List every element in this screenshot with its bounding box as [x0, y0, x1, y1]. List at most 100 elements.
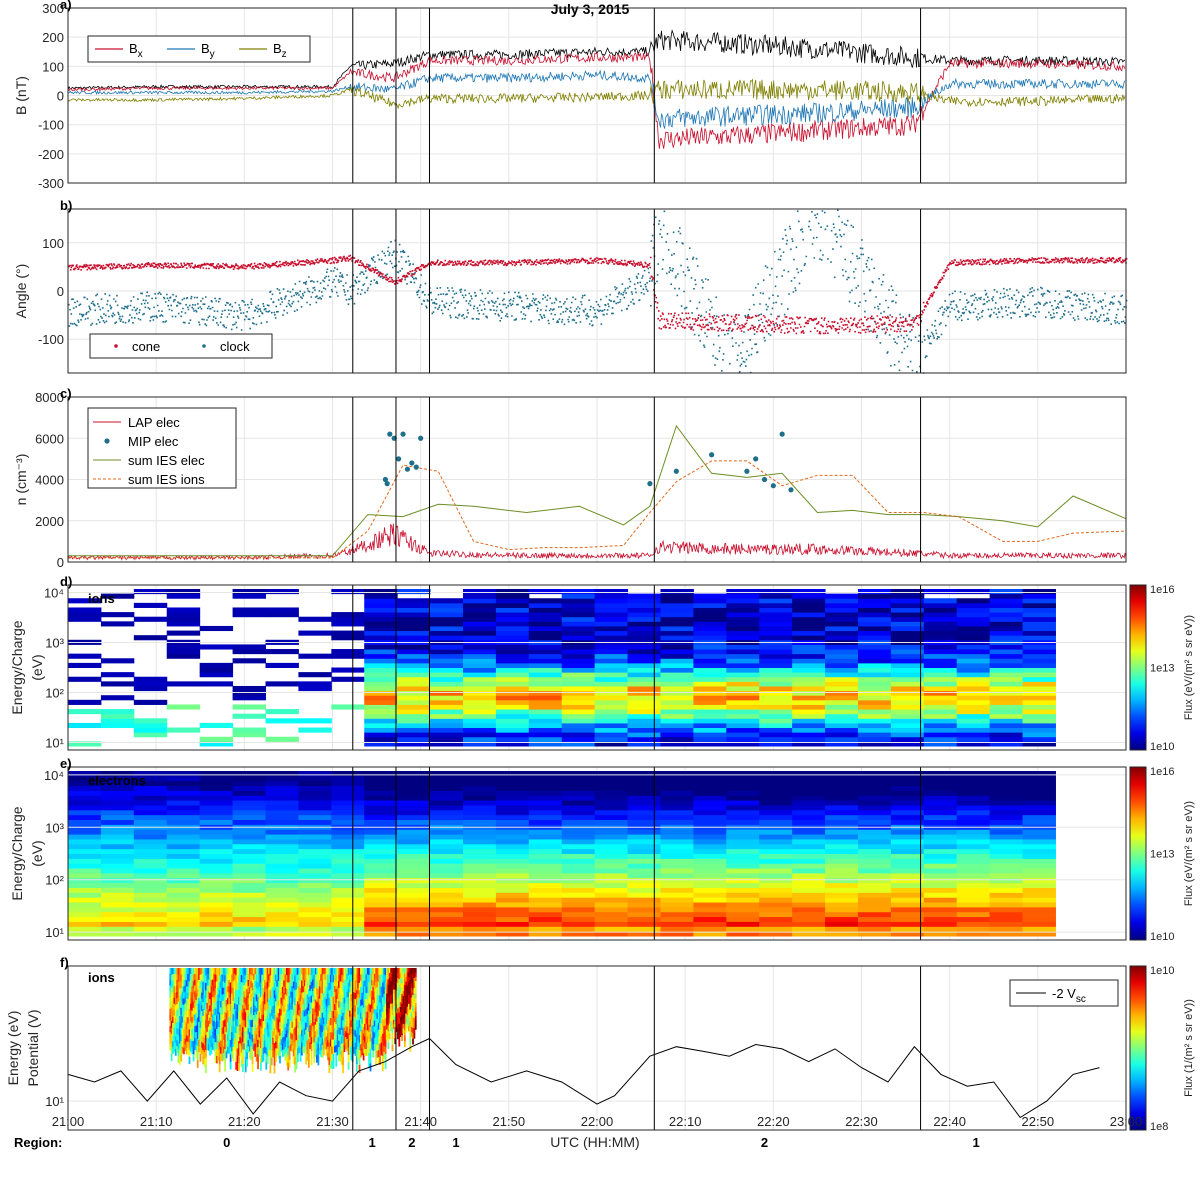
- heatmap-cell: [232, 906, 266, 913]
- heatmap-cell: [412, 978, 414, 985]
- heatmap-cell: [247, 1034, 250, 1041]
- heatmap-cell: [561, 887, 596, 893]
- heatmap-cell: [344, 1025, 347, 1032]
- heatmap-cell: [792, 819, 826, 825]
- heatmap-cell: [357, 1007, 360, 1015]
- heatmap-cell: [394, 1000, 397, 1007]
- heatmap-cell: [693, 877, 727, 884]
- heatmap-cell: [291, 1033, 294, 1041]
- heatmap-cell: [232, 877, 266, 884]
- heatmap-cell: [401, 999, 403, 1005]
- heatmap-cell: [343, 1033, 346, 1041]
- heatmap-cell: [403, 996, 406, 1003]
- heatmap-cell: [239, 1018, 242, 1026]
- heatmap-cell: [195, 1012, 198, 1020]
- heatmap-cell: [216, 1049, 218, 1057]
- panel-label: e): [60, 756, 72, 771]
- heatmap-cell: [401, 1030, 403, 1036]
- heatmap-cell: [200, 1041, 203, 1049]
- heatmap-cell: [226, 1046, 229, 1054]
- heatmap-cell: [366, 1005, 369, 1013]
- heatmap-cell: [561, 593, 596, 599]
- heatmap-cell: [248, 974, 251, 982]
- heatmap-cell: [174, 1005, 177, 1013]
- heatmap-cell: [277, 974, 280, 982]
- heatmap-cell: [357, 968, 360, 976]
- heatmap-cell: [180, 1021, 183, 1029]
- heatmap-cell: [239, 1043, 242, 1051]
- heatmap-cell: [726, 877, 760, 884]
- heatmap-cell: [318, 974, 321, 981]
- heatmap-cell: [229, 996, 232, 1005]
- heatmap-cell: [310, 981, 313, 990]
- heatmap-cell: [923, 589, 958, 595]
- heatmap-cell: [203, 996, 206, 1004]
- heatmap-cell: [228, 998, 231, 1006]
- heatmap-cell: [276, 1011, 279, 1019]
- heatmap-cell: [693, 630, 727, 636]
- heatmap-cell: [288, 1038, 291, 1047]
- heatmap-cell: [133, 732, 168, 738]
- heatmap-cell: [336, 1036, 339, 1044]
- heatmap-cell: [528, 602, 563, 608]
- heatmap-cell: [594, 834, 629, 840]
- heatmap-cell: [174, 992, 177, 1000]
- heatmap-cell: [224, 982, 227, 991]
- heatmap-cell: [298, 804, 332, 811]
- heatmap-cell: [528, 681, 563, 687]
- heatmap-cell: [627, 872, 661, 879]
- heatmap-cell: [660, 644, 694, 650]
- heatmap-cell: [660, 690, 694, 696]
- heatmap-cell: [166, 906, 201, 913]
- heatmap-cell: [792, 630, 826, 636]
- heatmap-cell: [660, 630, 694, 636]
- heatmap-cell: [627, 809, 661, 816]
- heatmap-cell: [358, 1035, 361, 1044]
- heatmap-cell: [331, 975, 333, 983]
- heatmap-cell: [354, 1005, 357, 1013]
- heatmap-cell: [693, 795, 727, 801]
- heatmap-cell: [206, 1026, 209, 1033]
- heatmap-cell: [265, 921, 299, 927]
- heatmap-cell: [287, 1018, 290, 1027]
- heatmap-cell: [314, 1031, 317, 1038]
- heatmap-cell: [399, 982, 402, 989]
- heatmap-cell: [276, 1005, 279, 1012]
- heatmap-cell: [340, 1002, 343, 1010]
- heatmap-cell: [660, 771, 694, 777]
- heatmap-cell: [346, 997, 349, 1005]
- heatmap-cell: [402, 1000, 405, 1006]
- heatmap-cell: [989, 882, 1024, 888]
- heatmap-cell: [726, 775, 760, 782]
- heatmap-cell: [281, 968, 284, 975]
- heatmap-cell: [362, 1020, 365, 1028]
- heatmap-cell: [890, 853, 925, 859]
- heatmap-cell: [956, 863, 991, 869]
- heatmap-cell: [274, 1028, 277, 1036]
- heatmap-cell: [329, 1003, 332, 1012]
- heatmap-cell: [857, 819, 892, 825]
- heatmap-cell: [412, 1022, 414, 1029]
- heatmap-cell: [233, 1009, 236, 1016]
- heatmap-cell: [989, 713, 1024, 719]
- heatmap-cell: [305, 1029, 307, 1038]
- heatmap-cell: [253, 1044, 255, 1051]
- heatmap-cell: [202, 1056, 205, 1065]
- heatmap-cell: [394, 1027, 397, 1034]
- heatmap-cell: [246, 1052, 248, 1060]
- heatmap-cell: [325, 980, 328, 988]
- heatmap-cell: [594, 695, 629, 701]
- heatmap-cell: [248, 1032, 251, 1040]
- heatmap-cell: [188, 1008, 191, 1017]
- heatmap-cell: [338, 1040, 340, 1048]
- heatmap-cell: [528, 649, 563, 655]
- heatmap-cell: [660, 795, 694, 801]
- heatmap-cell: [379, 1023, 381, 1031]
- heatmap-cell: [298, 829, 332, 835]
- heatmap-cell: [269, 1020, 272, 1029]
- heatmap-cell: [792, 882, 826, 888]
- heatmap-cell: [413, 1013, 416, 1019]
- heatmap-cell: [320, 1018, 323, 1026]
- mip-point: [779, 431, 785, 437]
- heatmap-cell: [264, 968, 266, 975]
